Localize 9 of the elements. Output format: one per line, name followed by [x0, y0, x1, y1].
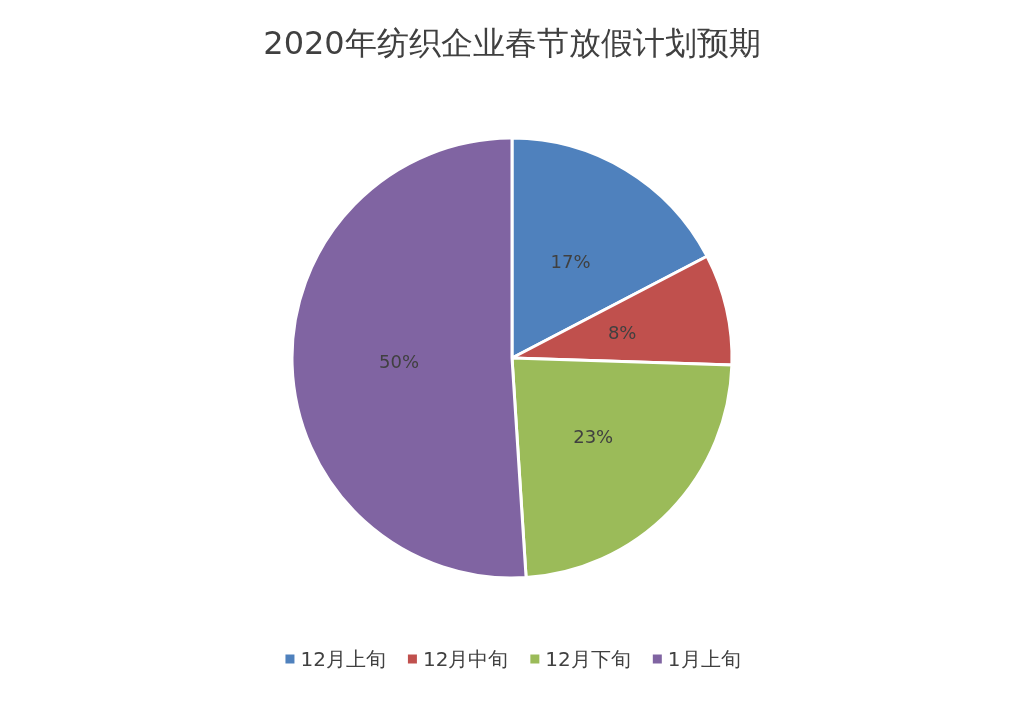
- data-label: 8%: [607, 322, 637, 344]
- legend-label: 12月中旬: [422, 647, 509, 671]
- data-label: 50%: [379, 351, 420, 373]
- chart-title: 2020年纺织企业春节放假计划预期: [263, 24, 761, 62]
- data-label: 23%: [573, 426, 614, 448]
- legend-label: 12月上旬: [300, 647, 386, 671]
- legend-label: 1月上旬: [667, 647, 741, 671]
- legend-label: 12月下旬: [545, 647, 631, 671]
- data-label: 17%: [550, 250, 591, 272]
